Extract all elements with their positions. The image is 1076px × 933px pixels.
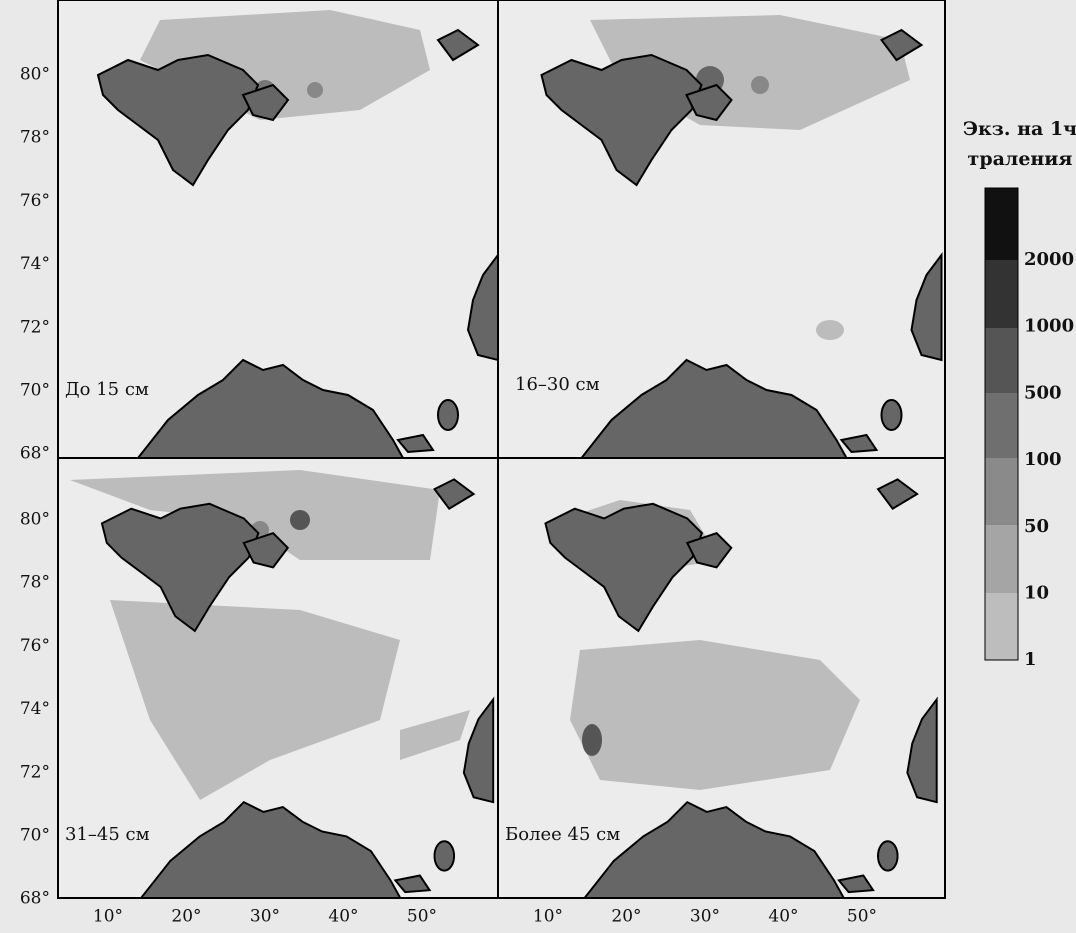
legend-title: Экз. на 1ч xyxy=(963,118,1076,140)
longitude-label: 40° xyxy=(328,907,358,927)
legend-level: 10 xyxy=(1024,583,1049,604)
longitude-label: 20° xyxy=(171,907,201,927)
longitude-label: 50° xyxy=(407,907,437,927)
latitude-label: 80° xyxy=(20,510,50,530)
panel-label: До 15 см xyxy=(65,379,149,400)
legend xyxy=(985,188,1018,660)
latitude-label: 70° xyxy=(20,381,50,401)
panel-label: 16–30 см xyxy=(515,374,600,395)
longitude-label: 30° xyxy=(690,907,720,927)
legend-level: 500 xyxy=(1024,382,1062,403)
latitude-label: 78° xyxy=(20,128,50,148)
latitude-label: 72° xyxy=(20,762,50,782)
latitude-label: 70° xyxy=(20,826,50,846)
latitude-label: 74° xyxy=(20,699,50,719)
figure: До 15 см 16–30 см 31–45 см Более 45 см 80° 78… xyxy=(0,0,1076,933)
latitude-label: 80° xyxy=(20,65,50,85)
latitude-label: 76° xyxy=(20,191,50,211)
legend-level: 100 xyxy=(1024,449,1062,470)
latitude-label: 76° xyxy=(20,636,50,656)
latitude-label: 68° xyxy=(20,444,50,464)
longitude-label: 40° xyxy=(768,907,798,927)
longitude-label: 20° xyxy=(611,907,641,927)
latitude-label: 78° xyxy=(20,573,50,593)
longitude-label: 30° xyxy=(250,907,280,927)
longitude-label: 10° xyxy=(93,907,123,927)
panel-label: Более 45 см xyxy=(505,824,620,845)
legend-level: 1 xyxy=(1024,649,1037,670)
latitude-label: 74° xyxy=(20,254,50,274)
panel-label: 31–45 см xyxy=(65,824,150,845)
longitude-label: 10° xyxy=(533,907,563,927)
legend-level: 1000 xyxy=(1024,316,1074,337)
legend-title: траления xyxy=(968,148,1073,170)
maps xyxy=(58,0,945,898)
legend-level: 2000 xyxy=(1024,249,1074,270)
legend-level: 50 xyxy=(1024,516,1049,537)
longitude-label: 50° xyxy=(847,907,877,927)
latitude-label: 72° xyxy=(20,317,50,337)
latitude-label: 68° xyxy=(20,889,50,909)
